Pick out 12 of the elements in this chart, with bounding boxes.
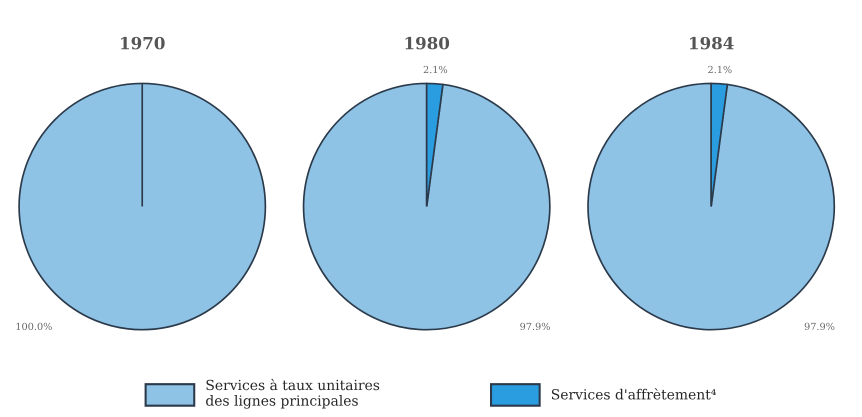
data-label: 97.9% bbox=[804, 322, 834, 330]
legend-label: Services à taux unitaires des lignes principales bbox=[206, 378, 380, 409]
chart-title: 1970 bbox=[121, 36, 165, 50]
data-label: 2.1% bbox=[424, 66, 448, 74]
legend-label: Services d'affrètement⁴ bbox=[552, 388, 716, 400]
chart-title: 1984 bbox=[690, 36, 734, 50]
data-label: 2.1% bbox=[708, 66, 732, 74]
pie-slice bbox=[587, 82, 836, 331]
chart-title: 1980 bbox=[406, 36, 450, 50]
data-label: 97.9% bbox=[520, 322, 550, 330]
data-label: 100.0% bbox=[16, 322, 52, 330]
pie-slice bbox=[302, 82, 551, 331]
